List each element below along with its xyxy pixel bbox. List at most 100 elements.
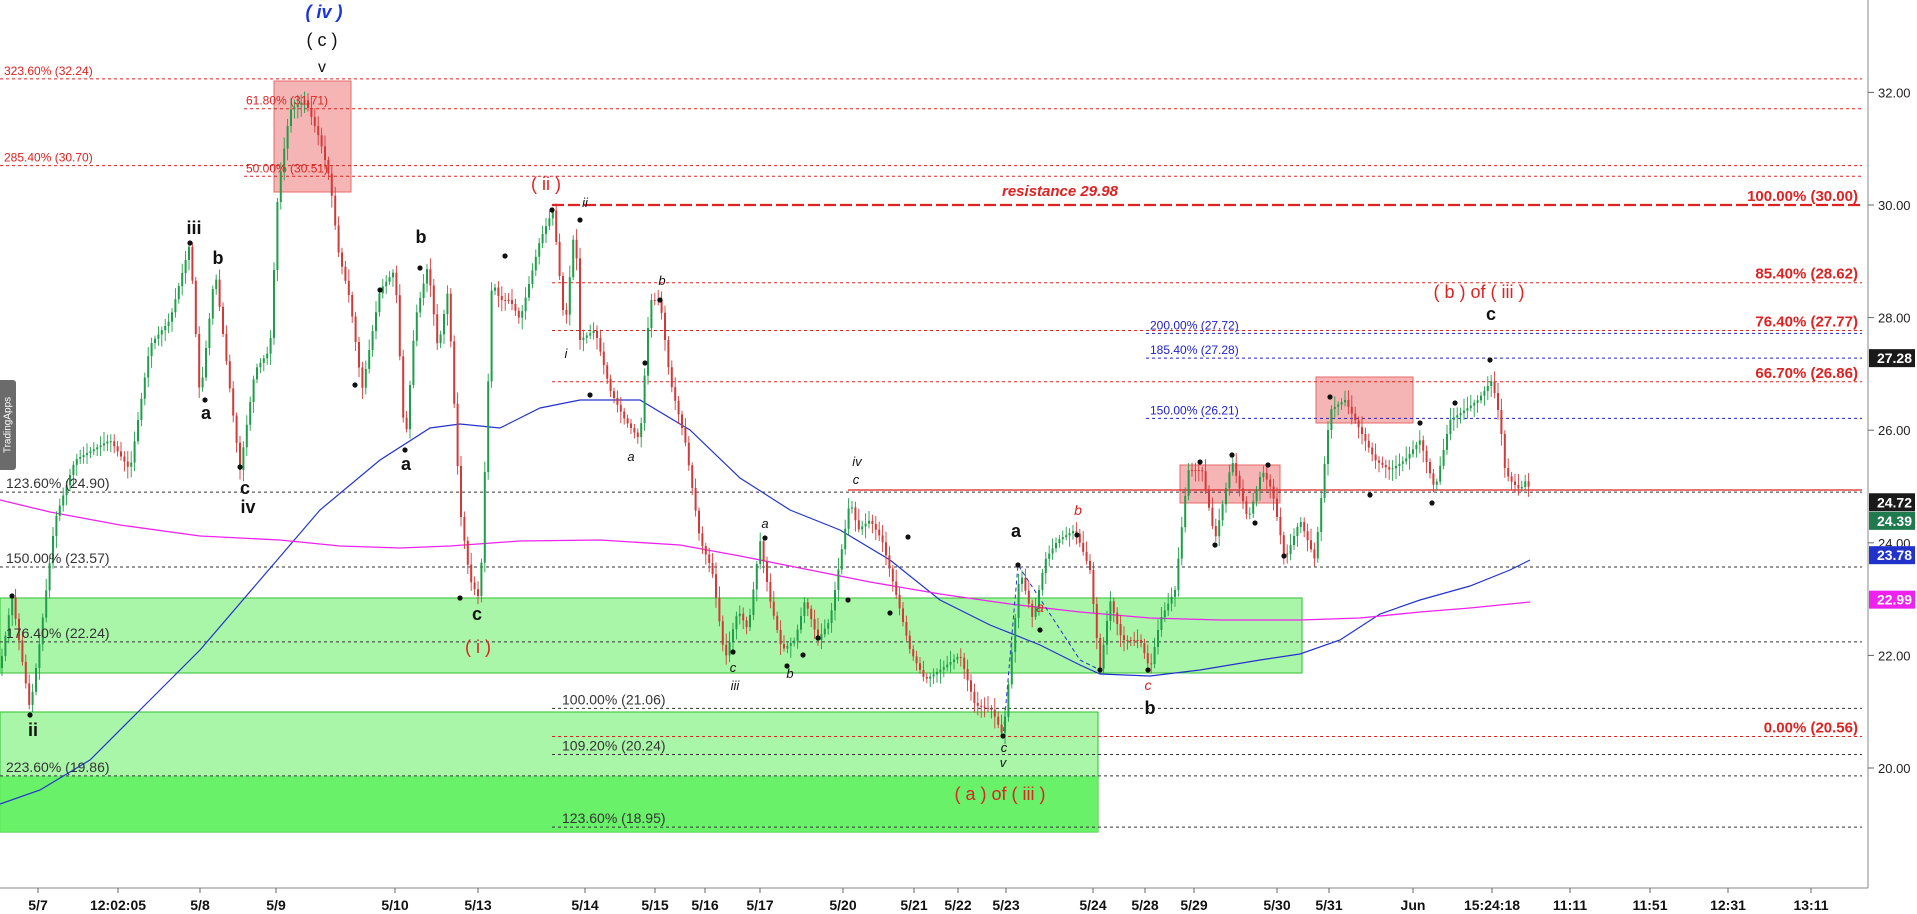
pivot-dot <box>1145 667 1151 673</box>
candle-body <box>1197 470 1200 471</box>
candle-body <box>487 381 490 472</box>
candle-body <box>283 148 286 172</box>
candle-body <box>783 644 785 649</box>
candle-body <box>303 100 306 103</box>
candle-body <box>636 432 639 438</box>
wave-label: ii <box>582 195 589 210</box>
candle-body <box>1299 522 1302 527</box>
pivot-dot <box>1197 459 1203 465</box>
price-badge <box>1869 511 1915 530</box>
candle-body <box>11 597 14 616</box>
x-tick-label: 5/20 <box>829 897 856 913</box>
candle-body <box>113 441 116 447</box>
candle-body <box>446 293 449 314</box>
candle-body <box>871 520 874 524</box>
candle-body <box>38 644 41 668</box>
wave-connector <box>1002 563 1101 739</box>
candle-body <box>500 296 503 300</box>
candle-body <box>1004 716 1006 733</box>
candle-body <box>218 279 221 307</box>
wave-label: ( a ) of ( iii ) <box>954 784 1045 804</box>
candle-body <box>344 266 347 281</box>
highlight-zone <box>0 776 1098 832</box>
candle-body <box>1344 400 1346 403</box>
candle-body <box>524 297 527 312</box>
wave-label: c <box>472 604 482 624</box>
wave-label: c <box>730 660 737 675</box>
candle-body <box>708 554 711 563</box>
candle-body <box>1473 402 1476 406</box>
candle-body <box>898 594 901 609</box>
candle-body <box>388 277 391 282</box>
fib-level-label: 223.60% (19.86) <box>6 759 110 775</box>
candle-body <box>1310 540 1312 550</box>
candle-body <box>813 619 816 630</box>
candle-body <box>147 356 150 378</box>
candle-body <box>208 318 211 348</box>
candle-body <box>1480 395 1482 401</box>
candle-body <box>1463 410 1465 413</box>
wave-label: a <box>1011 521 1022 541</box>
candle-body <box>89 451 92 454</box>
candle-body <box>915 656 918 664</box>
candle-body <box>69 475 71 486</box>
candle-body <box>1184 495 1187 528</box>
candle-body <box>130 462 133 467</box>
candle-body <box>517 310 520 318</box>
candle-body <box>1497 393 1499 410</box>
pivot-dot <box>577 217 583 223</box>
candle-body <box>106 441 109 444</box>
price-badge-label: 24.72 <box>1877 494 1912 510</box>
candle-body <box>1316 532 1319 559</box>
candle-body <box>347 280 350 295</box>
candle-body <box>1102 644 1105 669</box>
candle-body <box>640 423 643 438</box>
candle-body <box>201 377 204 388</box>
candle-body <box>1327 430 1329 464</box>
candle-body <box>252 379 255 402</box>
candle-body <box>732 629 734 643</box>
candle-body <box>31 691 34 705</box>
candle-body <box>371 331 374 350</box>
pivot-dot <box>1212 542 1218 548</box>
candle-body <box>242 447 245 470</box>
candle-body <box>395 272 398 296</box>
candle-body <box>738 613 741 617</box>
candle-body <box>409 385 411 430</box>
candle-body <box>647 328 649 376</box>
candle-body <box>1065 535 1068 538</box>
candle-body <box>623 411 626 419</box>
candle-body <box>198 334 201 388</box>
candle-body <box>133 441 136 463</box>
x-tick-label: 5/29 <box>1180 897 1207 913</box>
candle-body <box>779 630 782 645</box>
candle-body <box>616 398 619 405</box>
candle-body <box>150 343 153 357</box>
wave-label: ( ii ) <box>531 174 561 194</box>
candle-body <box>694 488 697 511</box>
candle-body <box>307 100 309 108</box>
fib-level-label: 61.80% (31.71) <box>246 94 328 108</box>
candle-body <box>439 334 442 344</box>
candle-body <box>1126 640 1129 641</box>
candle-body <box>72 464 75 475</box>
candle-body <box>99 445 102 448</box>
candle-body <box>507 300 510 301</box>
candle-body <box>1449 419 1452 434</box>
candle-body <box>715 574 717 598</box>
candle-body <box>1350 406 1353 414</box>
zones-layer <box>0 80 1414 833</box>
x-tick-label: 5/9 <box>266 897 286 913</box>
candle-body <box>1211 507 1214 526</box>
candle-body <box>932 674 935 677</box>
candle-body <box>1391 468 1394 470</box>
candle-body <box>891 568 894 582</box>
candle-body <box>415 312 418 341</box>
candle-body <box>279 171 282 202</box>
fib-level-label: 285.40% (30.70) <box>4 151 93 165</box>
candle-body <box>596 330 598 338</box>
candle-body <box>48 563 51 591</box>
candle-body <box>222 306 224 334</box>
pivot-dot <box>1037 627 1043 633</box>
wave-label: c <box>1486 304 1496 324</box>
